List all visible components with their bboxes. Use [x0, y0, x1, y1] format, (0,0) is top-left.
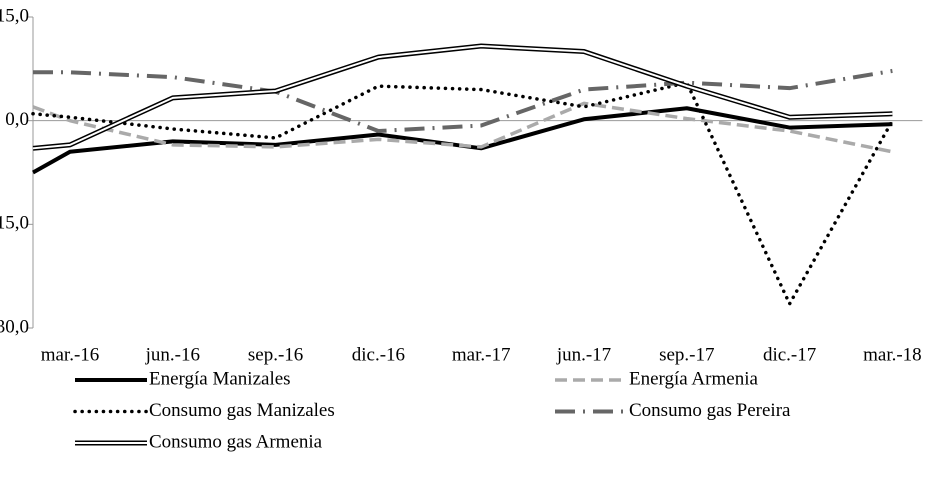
series-line: [32, 43, 893, 151]
series-line: [32, 106, 893, 175]
x-tick-label: sep.-17: [659, 344, 714, 365]
x-tick-label: jun.-17: [556, 344, 611, 365]
x-tick-label: mar.-18: [863, 344, 922, 365]
x-tick-label: sep.-16: [248, 344, 303, 365]
series-line: [33, 68, 893, 134]
x-tick-label: dic.-17: [763, 344, 816, 365]
legend-label: Consumo gas Manizales: [149, 400, 335, 421]
y-tick-label: -15,0: [0, 213, 29, 234]
legend-label: Energía Armenia: [629, 368, 758, 389]
x-tick-label: jun.-16: [145, 344, 200, 365]
x-tick-label: dic.-16: [352, 344, 405, 365]
legend-label: Consumo gas Pereira: [629, 400, 791, 421]
series-line: [31, 80, 895, 306]
series-line: [32, 101, 893, 154]
legend-label: Consumo gas Armenia: [149, 431, 323, 452]
x-tick-label: mar.-16: [41, 344, 100, 365]
y-tick-label: 15,0: [0, 5, 29, 26]
series-line-inner: [32, 45, 893, 150]
y-tick-label: 0,0: [5, 109, 29, 130]
x-tick-label: mar.-17: [452, 344, 511, 365]
y-tick-label: -30,0: [0, 316, 29, 337]
legend-label: Energía Manizales: [149, 368, 291, 389]
